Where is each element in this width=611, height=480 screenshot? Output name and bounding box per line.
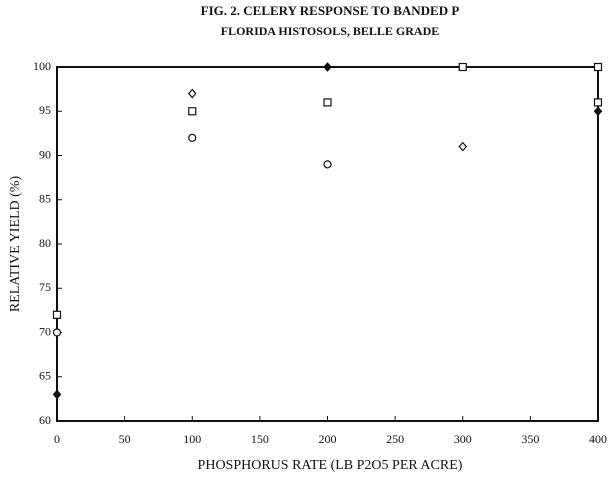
point	[187, 88, 197, 99]
x-tick-label: 100	[183, 432, 201, 446]
y-tick-label: 75	[39, 280, 51, 294]
point	[52, 310, 62, 319]
y-tick-label: 85	[39, 192, 51, 206]
point	[593, 62, 603, 72]
point	[188, 133, 197, 142]
point	[323, 62, 332, 72]
point	[323, 160, 332, 169]
y-tick-label: 65	[39, 369, 51, 383]
chart-title: FIG. 2. CELERY RESPONSE TO BANDED P	[201, 3, 460, 18]
x-tick-label: 250	[386, 432, 404, 446]
point	[458, 141, 468, 152]
x-tick-label: 400	[589, 432, 607, 446]
x-axis-label: PHOSPHORUS RATE (LB P2O5 PER ACRE)	[198, 458, 463, 473]
point	[458, 62, 467, 72]
x-tick-label: 50	[119, 432, 131, 446]
x-tick-label: 200	[319, 432, 337, 446]
point	[52, 389, 62, 400]
y-tick-label: 100	[33, 59, 51, 73]
y-axis-label: RELATIVE YIELD (%)	[8, 176, 23, 313]
point	[52, 328, 62, 337]
y-tick-label: 90	[39, 147, 51, 161]
x-tick-label: 350	[521, 432, 539, 446]
point	[323, 98, 332, 107]
x-tick-label: 300	[454, 432, 472, 446]
point	[593, 106, 603, 117]
x-tick-label: 150	[251, 432, 269, 446]
y-tick-label: 95	[39, 103, 51, 117]
chart-subtitle: FLORIDA HISTOSOLS, BELLE GRADE	[221, 24, 440, 38]
x-tick-label: 0	[54, 432, 60, 446]
y-tick-label: 70	[39, 324, 51, 338]
plot-frame	[56, 66, 599, 422]
y-tick-label: 80	[39, 236, 51, 250]
y-tick-label: 60	[39, 413, 51, 427]
point	[188, 107, 197, 116]
point	[593, 98, 603, 107]
